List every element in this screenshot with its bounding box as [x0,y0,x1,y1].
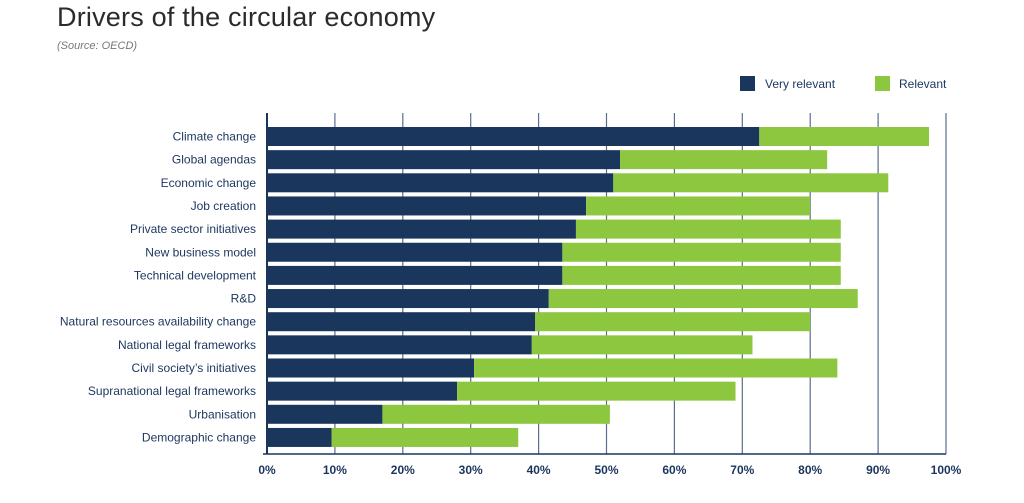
category-label: Civil society’s initiatives [132,361,256,375]
category-label: Natural resources availability change [60,315,256,329]
bar-very-relevant [267,196,587,216]
bar-relevant [562,265,841,285]
bar-relevant [562,242,841,262]
x-tick-label: 10% [323,463,347,477]
x-tick-label: 100% [931,463,962,477]
x-tick-label: 70% [730,463,754,477]
bar-very-relevant [267,427,332,447]
bar-relevant [531,335,753,355]
category-label: Urbanisation [189,407,256,421]
legend-swatch-relevant [875,76,890,91]
bar-relevant [575,219,841,239]
bars [267,127,930,447]
legend: Very relevant Relevant [740,76,947,91]
bar-relevant [620,150,828,170]
bar-very-relevant [267,289,549,309]
bar-relevant [759,127,930,146]
category-labels: Climate change Global agendas Economic cha… [60,130,257,445]
bar-relevant [548,289,858,309]
x-tick-label: 80% [798,463,822,477]
legend-label-very-relevant: Very relevant [765,77,836,91]
category-label: New business model [145,245,256,259]
legend-swatch-very-relevant [740,76,755,91]
category-label: R&D [231,292,257,306]
x-tick-label: 90% [866,463,890,477]
bar-relevant [613,173,889,193]
bar-very-relevant [267,150,621,170]
bar-very-relevant [267,173,614,193]
bar-very-relevant [267,265,563,285]
category-label: Private sector initiatives [130,222,256,236]
legend-label-relevant: Relevant [899,77,947,91]
category-label: Global agendas [172,153,256,167]
bar-relevant [382,404,610,424]
category-label: Economic change [161,176,257,190]
axes [263,113,946,455]
chart-title: Drivers of the circular economy [57,2,436,32]
x-tick-label: 60% [662,463,686,477]
category-label: Job creation [191,199,256,213]
category-label: Demographic change [142,430,256,444]
bar-very-relevant [267,219,576,239]
category-label: Technical development [134,268,257,282]
bar-relevant [457,381,736,401]
bar-relevant [474,358,838,378]
bar-very-relevant [267,127,760,146]
bar-very-relevant [267,242,563,262]
category-label: Supranational legal frameworks [88,384,256,398]
bar-very-relevant [267,381,458,401]
bar-relevant [331,427,519,447]
x-tick-label: 50% [594,463,618,477]
bar-very-relevant [267,312,536,332]
bar-very-relevant [267,358,475,378]
bar-relevant [535,312,811,332]
x-tick-labels: 0% 10% 20% 30% 40% 50% 60% 70% 80% 90% 100% [258,463,961,477]
x-tick-label: 40% [527,463,551,477]
category-label: National legal frameworks [118,338,256,352]
x-tick-label: 0% [258,463,276,477]
chart-source: (Source: OECD) [57,40,138,52]
x-tick-label: 30% [459,463,483,477]
x-tick-label: 20% [391,463,415,477]
bar-very-relevant [267,404,383,424]
bar-very-relevant [267,335,532,355]
category-label: Climate change [173,130,257,144]
bar-relevant [586,196,811,216]
